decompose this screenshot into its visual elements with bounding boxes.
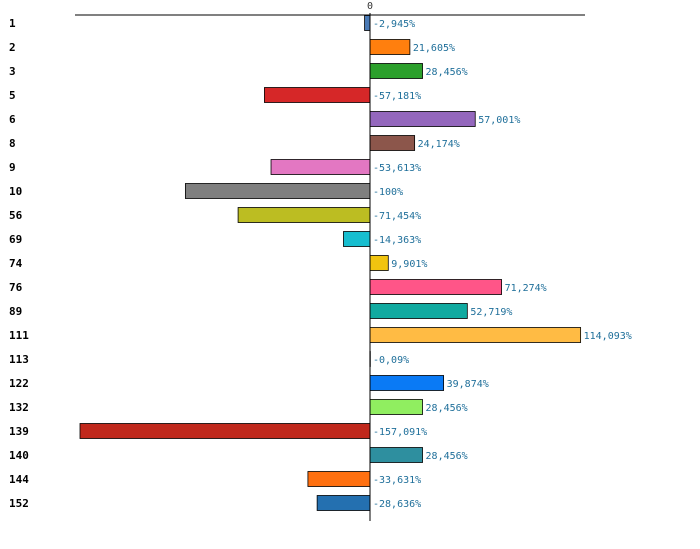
zero-tick-label: 0 [367,1,373,12]
bar-139 [79,423,371,439]
category-label: 56 [9,209,23,222]
category-label: 139 [9,425,29,438]
category-label: 69 [9,233,22,246]
bar-6 [369,111,476,127]
value-label: 9,901% [391,259,427,270]
bar-74 [369,255,389,271]
value-label: 21,605% [413,43,455,54]
value-label: -100% [373,187,403,198]
bar-8 [369,135,416,151]
category-label: 113 [9,353,29,366]
value-label: 28,456% [426,451,468,462]
value-label: -0,09% [373,355,409,366]
value-label: -71,454% [373,211,421,222]
value-label: 52,719% [470,307,512,318]
category-label: 76 [9,281,23,294]
bar-1 [364,15,371,31]
value-label: -53,613% [373,163,421,174]
category-label: 10 [9,185,22,198]
category-label: 144 [9,473,29,486]
value-label: 114,093% [584,331,632,342]
value-label: 24,174% [418,139,460,150]
category-label: 111 [9,329,29,342]
bar-152 [316,495,371,511]
category-label: 2 [9,41,16,54]
category-label: 74 [9,257,23,270]
value-label: 57,001% [478,115,520,126]
value-label: 71,274% [505,283,547,294]
bar-144 [307,471,371,487]
category-label: 3 [9,65,16,78]
bar-2 [369,39,411,55]
category-label: 152 [9,497,29,510]
bar-5 [264,87,371,103]
value-label: -28,636% [373,499,421,510]
value-label: -57,181% [373,91,421,102]
bar-89 [369,303,468,319]
value-label: 39,874% [447,379,489,390]
category-label: 8 [9,137,16,150]
category-label: 140 [9,449,29,462]
bar-56 [237,207,371,223]
category-label: 1 [9,17,16,30]
bar-111 [369,327,582,343]
category-label: 122 [9,377,29,390]
bar-76 [369,279,502,295]
bar-10 [184,183,371,199]
value-label: 28,456% [426,67,468,78]
category-label: 5 [9,89,16,102]
category-label: 9 [9,161,16,174]
value-label: 28,456% [426,403,468,414]
value-label: -157,091% [373,427,427,438]
category-label: 132 [9,401,29,414]
bar-69 [343,231,371,247]
value-label: -2,945% [373,19,415,30]
category-label: 89 [9,305,22,318]
bar-132 [369,399,423,415]
bar-9 [270,159,371,175]
bar-122 [369,375,445,391]
value-label: -14,363% [373,235,421,246]
category-label: 6 [9,113,16,126]
value-label: -33,631% [373,475,421,486]
bar-3 [369,63,423,79]
bar-140 [369,447,423,463]
bars-layer: 1 -2,945% 2 21,605% 3 28,456% 5 -57,181% 6 57,001… [9,15,632,511]
